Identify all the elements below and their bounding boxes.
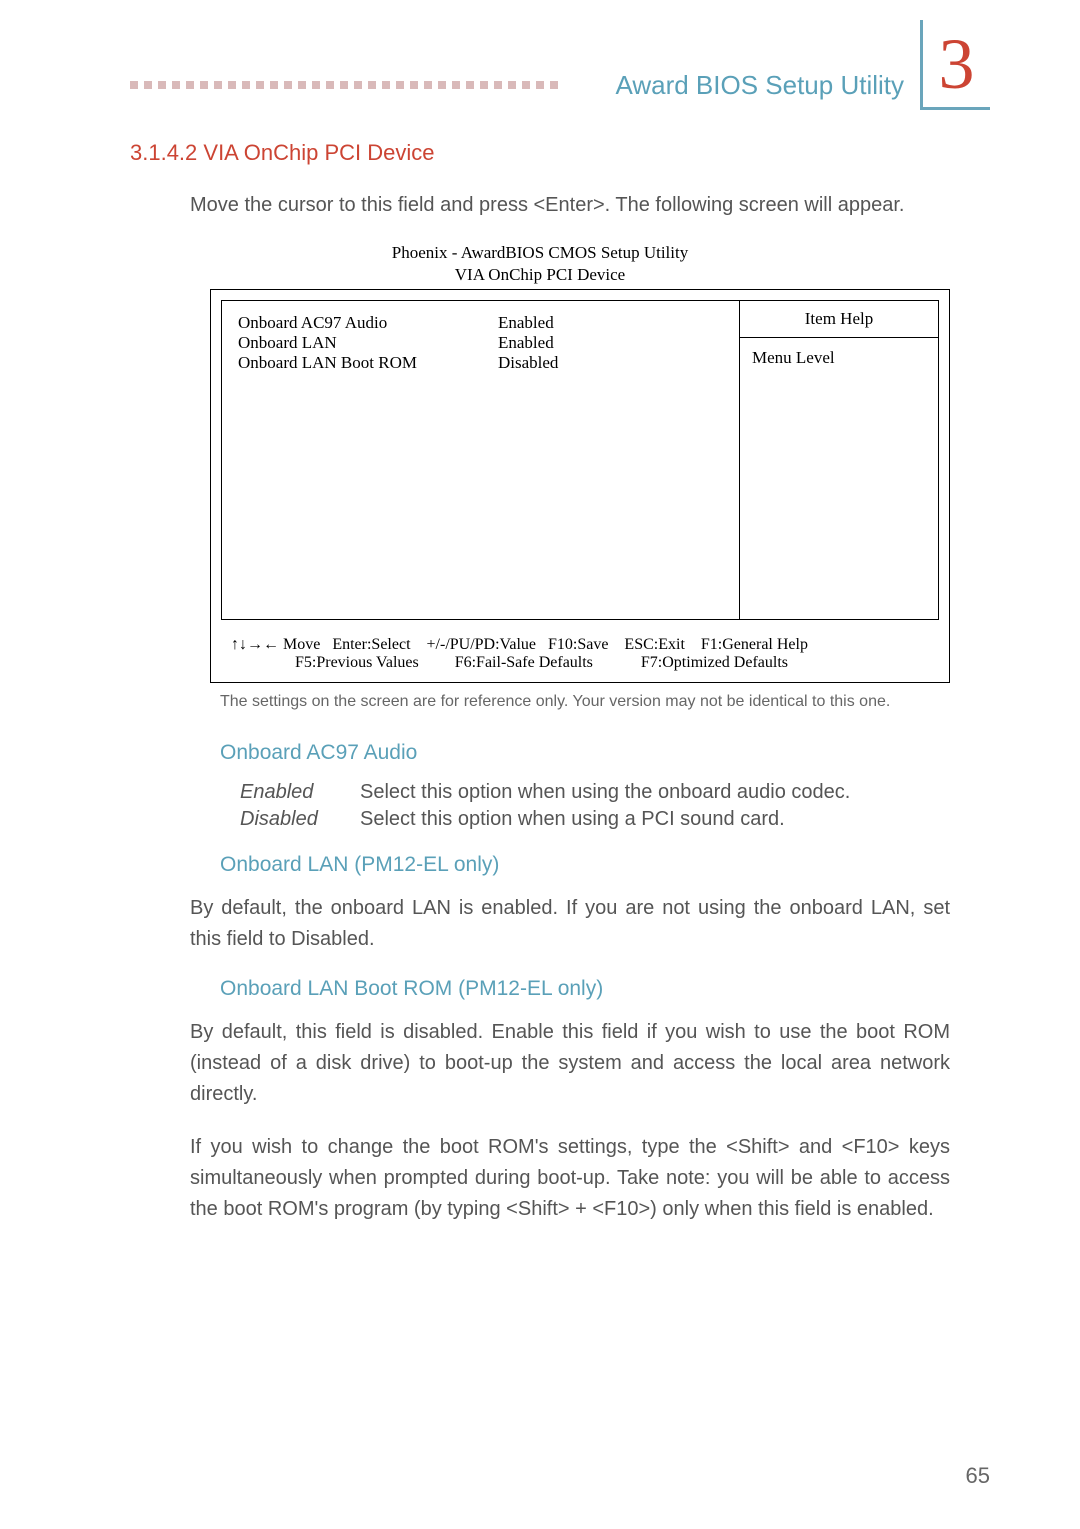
ac97-heading: Onboard AC97 Audio [220,741,990,765]
bios-setting-label: Onboard LAN [238,333,498,353]
bios-main: Onboard AC97 Audio Enabled Onboard LAN E… [211,290,949,630]
lan-heading: Onboard LAN (PM12-EL only) [220,853,990,877]
bios-footer-line2: F5:Previous Values F6:Fail-Safe Defaults… [231,654,929,672]
option-desc: Select this option when using the onboar… [360,781,950,804]
page-header: Award BIOS Setup Utility 3 [90,60,990,110]
bios-title: Phoenix - AwardBIOS CMOS Setup Utility [90,243,990,263]
bios-subtitle: VIA OnChip PCI Device [90,265,990,285]
bios-setting-label: Onboard LAN Boot ROM [238,353,498,373]
bios-settings-panel: Onboard AC97 Audio Enabled Onboard LAN E… [221,300,739,620]
bios-setting-value: Disabled [498,353,558,373]
bios-row: Onboard AC97 Audio Enabled [238,313,723,333]
bios-setting-value: Enabled [498,333,554,353]
lan-body: By default, the onboard LAN is enabled. … [190,893,950,955]
bootrom-p1: By default, this field is disabled. Enab… [190,1017,950,1110]
bios-help-title: Item Help [739,300,939,338]
bios-setting-value: Enabled [498,313,554,333]
bios-help-body: Menu Level [739,338,939,620]
chapter-number: 3 [939,28,975,100]
bios-screenshot: Onboard AC97 Audio Enabled Onboard LAN E… [210,289,950,683]
section-heading: 3.1.4.2 VIA OnChip PCI Device [130,140,990,166]
page-number: 65 [966,1463,990,1489]
header-dots [90,81,599,89]
screenshot-caption: The settings on the screen are for refer… [220,691,950,713]
bios-row: Onboard LAN Enabled [238,333,723,353]
bootrom-heading: Onboard LAN Boot ROM (PM12-EL only) [220,977,990,1001]
bios-footer: ↑↓→← Move Enter:Select +/-/PU/PD:Value F… [211,630,949,682]
option-row: Enabled Select this option when using th… [240,781,950,804]
bios-setting-label: Onboard AC97 Audio [238,313,498,333]
option-term: Enabled [240,781,360,804]
section-intro: Move the cursor to this field and press … [190,190,990,221]
header-title: Award BIOS Setup Utility [615,70,904,101]
option-term: Disabled [240,808,360,831]
chapter-box: 3 [920,20,990,110]
bios-row: Onboard LAN Boot ROM Disabled [238,353,723,373]
option-row: Disabled Select this option when using a… [240,808,950,831]
bios-footer-line1: ↑↓→← Move Enter:Select +/-/PU/PD:Value F… [231,636,929,654]
option-desc: Select this option when using a PCI soun… [360,808,950,831]
bootrom-p2: If you wish to change the boot ROM's set… [190,1132,950,1225]
bios-help-panel: Item Help Menu Level [739,300,939,620]
